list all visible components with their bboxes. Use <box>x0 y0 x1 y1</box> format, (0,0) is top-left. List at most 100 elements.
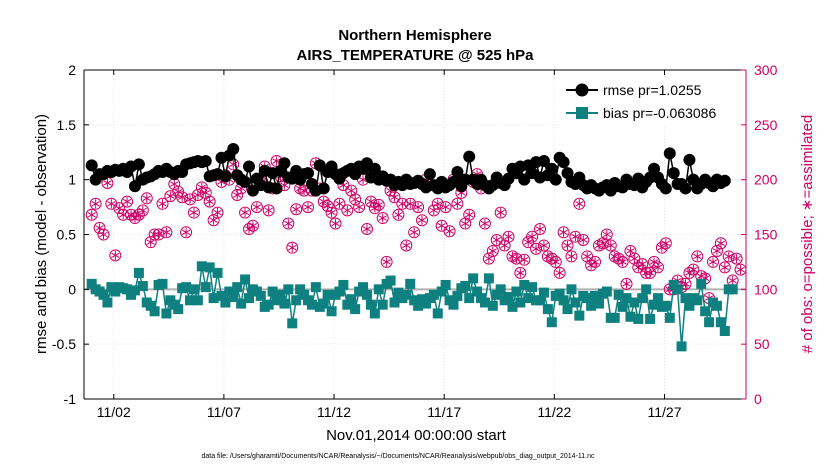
obs-possible-point <box>239 206 252 219</box>
bias-point <box>149 306 160 317</box>
obs-possible-point <box>290 203 303 216</box>
obs-assimilated-point <box>653 262 663 272</box>
bias-point <box>436 286 447 297</box>
rmse-point <box>313 159 326 172</box>
bias-point <box>98 289 109 300</box>
bias-point <box>377 299 388 310</box>
bias-point <box>483 273 494 284</box>
bias-point <box>519 279 530 290</box>
bias-point <box>428 289 439 300</box>
bias-point <box>322 289 333 300</box>
bias-point <box>306 299 317 310</box>
obs-assimilated-point <box>661 238 670 248</box>
legend-bias-label: bias pr=-0.063086 <box>603 105 716 121</box>
bias-point <box>236 298 247 309</box>
obs-assimilated-point <box>166 191 175 201</box>
obs-assimilated-point <box>433 199 442 209</box>
bias-point <box>299 289 310 300</box>
obs-possible-point <box>659 237 672 250</box>
bias-point <box>507 301 518 312</box>
obs-possible-point <box>250 201 263 214</box>
obs-assimilated-point <box>197 182 206 192</box>
obs-assimilated-point <box>347 186 356 196</box>
x-tick-label: 11/02 <box>97 404 131 420</box>
obs-assimilated-point <box>288 243 297 253</box>
bias-point <box>295 284 306 295</box>
obs-assimilated-point <box>732 254 741 264</box>
obs-possible-point <box>152 228 165 241</box>
obs-possible-point <box>718 261 731 274</box>
bias-point <box>523 293 534 304</box>
obs-assimilated-point <box>193 190 203 200</box>
bias-point <box>649 299 660 310</box>
bias-point <box>232 282 243 293</box>
bias-point <box>279 298 290 309</box>
bias-point <box>358 282 369 293</box>
rmse-point <box>683 153 696 166</box>
obs-assimilated-point <box>185 194 195 204</box>
rmse-point <box>85 159 98 172</box>
obs-possible-point <box>136 204 149 217</box>
obs-assimilated-point <box>445 226 454 236</box>
bias-point <box>409 295 420 306</box>
obs-assimilated-point <box>331 219 340 229</box>
obs-possible-point <box>443 225 456 238</box>
obs-possible-point <box>408 226 421 239</box>
bias-point <box>538 287 549 298</box>
obs-possible-point <box>140 192 153 205</box>
obs-possible-point <box>526 230 539 243</box>
bias-point <box>641 284 652 295</box>
obs-assimilated-point <box>181 227 191 237</box>
bias-point <box>672 284 683 295</box>
bias-point <box>244 293 255 304</box>
bias-point <box>460 281 471 292</box>
bias-point <box>511 286 522 297</box>
bias-point <box>637 293 648 304</box>
obs-assimilated-point <box>374 200 383 210</box>
obs-assimilated-point <box>154 230 163 239</box>
obs-assimilated-point <box>213 208 222 218</box>
rmse-point <box>663 147 676 160</box>
bias-point <box>495 284 506 295</box>
bias-point <box>228 292 239 303</box>
obs-assimilated-point <box>209 215 218 225</box>
x-tick-label: 11/12 <box>317 404 351 420</box>
bias-point <box>534 295 545 306</box>
y-tick-label: 0 <box>68 281 76 297</box>
obs-possible-point <box>557 226 570 239</box>
obs-possible-point <box>577 233 590 246</box>
obs-assimilated-point <box>539 240 549 250</box>
obs-assimilated-point <box>303 202 313 212</box>
obs-assimilated-point <box>248 221 258 231</box>
obs-possible-point <box>388 191 401 204</box>
bias-point <box>373 284 384 295</box>
bias-point <box>267 286 278 297</box>
obs-assimilated-point <box>586 260 596 270</box>
obs-assimilated-point <box>567 251 576 261</box>
obs-assimilated-point <box>500 240 509 250</box>
bias-point <box>220 297 231 308</box>
obs-assimilated-point <box>645 268 655 278</box>
obs-assimilated-point <box>563 240 572 250</box>
bias-point <box>586 300 597 311</box>
bias-point <box>652 293 663 304</box>
y-tick-label-right: 200 <box>754 172 778 188</box>
obs-assimilated-point <box>590 257 600 267</box>
y-axis-label-right: # of obs: o=possible; ∗=assimilated <box>799 115 816 354</box>
obs-assimilated-point <box>142 193 151 203</box>
obs-assimilated-point <box>362 224 372 234</box>
bias-point <box>181 282 192 293</box>
obs-assimilated-point <box>122 197 132 207</box>
bias-point <box>129 285 140 296</box>
obs-assimilated-point <box>95 223 104 233</box>
obs-possible-point <box>553 266 566 279</box>
obs-possible-point <box>376 212 389 225</box>
obs-possible-point <box>180 226 193 239</box>
rmse-point <box>659 182 672 195</box>
obs-assimilated-point <box>712 246 722 256</box>
bias-point <box>263 299 274 310</box>
obs-assimilated-point <box>130 213 140 223</box>
bias-point <box>593 298 604 309</box>
rmse-point <box>451 165 464 178</box>
obs-assimilated-point <box>484 254 494 264</box>
